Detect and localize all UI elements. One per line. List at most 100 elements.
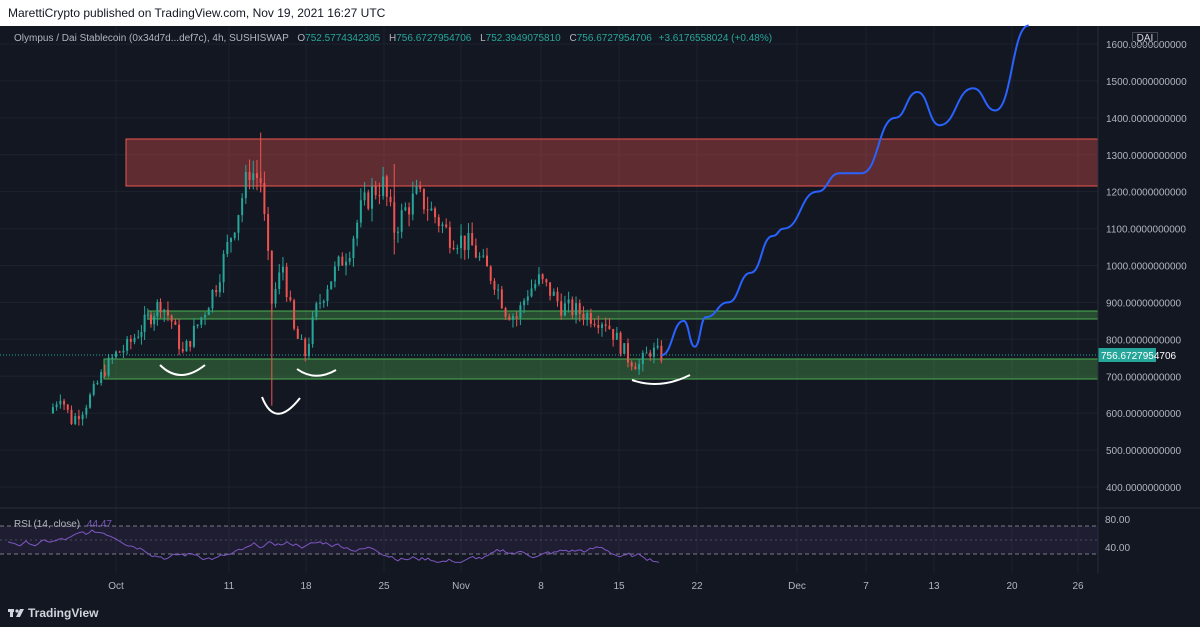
time-axis-tick: Dec [788,581,806,592]
candle-body [207,308,210,316]
candle-body [143,314,146,332]
time-axis[interactable]: Oct 11 18 25 Nov 8 15 22 Dec 7 13 20 26 [108,581,1084,592]
candle-body [615,332,618,340]
tradingview-logo[interactable]: TradingView [8,606,98,620]
candle-body [163,309,166,313]
candle-body [81,414,84,420]
candle-body [66,404,69,410]
candle-body [200,317,203,325]
candle-body [233,232,236,239]
candle-body [96,382,99,384]
candle-body [445,224,448,228]
candle-body [560,301,563,316]
rsi-line [7,529,660,563]
chart-area[interactable] [0,26,1200,600]
support-zone-upper[interactable] [147,310,1099,320]
candle-body [345,261,348,266]
candle-body [478,256,481,258]
candle-body [241,198,244,216]
candle-body [70,409,73,424]
candle-body [467,232,470,250]
open-value: 752.5774342305 [305,33,381,44]
candle-body [196,324,199,326]
candle-body [534,284,537,289]
candle-body [307,344,310,356]
high-label: H [389,33,397,44]
candle-body [118,351,121,353]
candle-body [471,232,474,246]
candle-body [322,301,325,303]
resistance-zone[interactable] [125,138,1099,187]
candle-body [411,193,414,215]
price-axis-tick: 600.0000000000 [1106,409,1182,420]
candle-body [508,316,511,320]
candle-body [593,323,596,325]
candle-body [222,253,225,283]
candle-body [426,209,429,211]
candle-body [408,207,411,215]
symbol-legend[interactable]: Olympus / Dai Stablecoin (0x34d7d...def7… [14,33,772,44]
candle-body [515,316,518,318]
candle-body [530,288,533,297]
drawn-arc-1[interactable] [159,364,206,376]
candle-body [166,309,169,316]
candle-body [619,332,622,354]
candle-body [493,280,496,290]
price-axis[interactable]: 1600.00000000001500.00000000001400.00000… [1106,40,1187,494]
time-axis-tick: 20 [1006,581,1018,592]
candle-body [448,227,451,248]
time-axis-tick: 22 [691,581,703,592]
candle-body [55,404,58,408]
price-axis-tick: 1100.0000000000 [1106,225,1186,236]
candle-body [237,215,240,233]
currency-badge[interactable]: DAI [1132,32,1158,46]
grid-lines [0,26,1098,573]
candle-body [85,407,88,415]
candle-body [575,303,578,316]
candle-body [293,300,296,329]
candle-body [597,324,600,328]
candle-body [215,290,218,293]
candle-body [497,289,500,291]
candle-body [74,416,77,424]
candle-body [630,362,633,367]
candle-body [159,301,162,313]
candle-body [356,222,359,239]
change-value: +3.6176558024 (+0.48%) [658,33,773,44]
candle-body [482,255,485,257]
drawn-arc-3[interactable] [296,368,337,377]
price-axis-tick: 800.0000000000 [1106,335,1182,346]
projection-path[interactable] [661,24,1030,357]
candle-body [382,176,385,196]
candle-body [452,247,455,250]
close-value: 756.6727954706 [576,33,652,44]
candles-group [51,132,663,426]
drawn-arc-2[interactable] [261,396,301,415]
candle-body [552,291,555,296]
support-zone-lower[interactable] [103,358,1099,380]
candle-body [567,299,570,304]
time-axis-tick: 15 [613,581,625,592]
candle-body [304,338,307,356]
candle-body [556,291,559,302]
rsi-legend[interactable]: RSI (14, close) 44.47 [14,519,112,530]
candle-body [100,372,103,383]
candle-body [589,312,592,324]
close-label: C [569,33,577,44]
drawn-arc-4[interactable] [631,374,691,385]
candle-body [400,210,403,232]
candle-body [456,248,459,250]
candle-body [460,235,463,249]
price-axis-tick: 1300.0000000000 [1106,151,1187,162]
candle-body [103,372,106,376]
price-axis-tick: 1400.0000000000 [1106,114,1187,125]
candle-body [378,195,381,197]
candle-body [174,321,177,325]
candle-body [656,345,659,348]
candle-body [211,290,214,309]
price-axis-tick: 900.0000000000 [1106,298,1182,309]
candle-body [504,308,507,317]
candle-body [422,188,425,210]
price-axis-tick: 700.0000000000 [1106,372,1182,383]
